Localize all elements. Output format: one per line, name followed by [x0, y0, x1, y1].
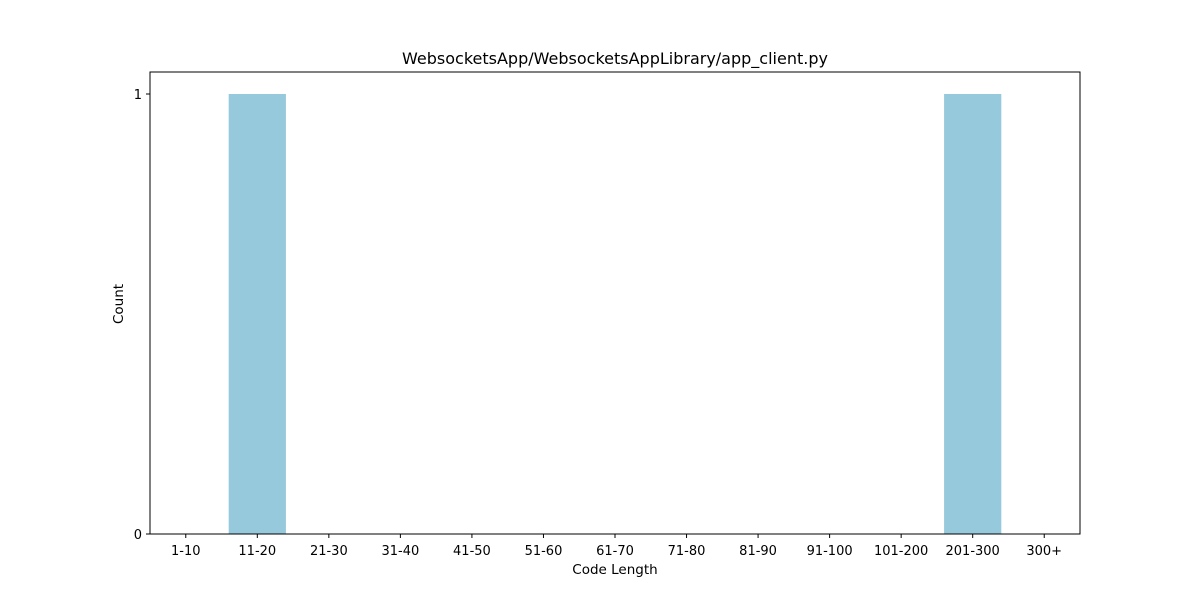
x-tick-label: 51-60: [525, 544, 563, 559]
x-tick-label: 201-300: [946, 544, 1000, 559]
x-tick-label: 101-200: [874, 544, 928, 559]
x-tick-label: 1-10: [171, 544, 201, 559]
y-tick-label: 0: [134, 528, 142, 543]
y-ticks-group: 01: [134, 88, 150, 543]
x-ticks-group: 1-10 11-20 21-30 31-40 41-50 51-60 61-70 71-80 8…: [171, 534, 1062, 559]
y-axis-label: Count: [111, 284, 127, 324]
x-tick-label: 31-40: [381, 544, 419, 559]
x-tick-label: 61-70: [596, 544, 634, 559]
x-axis-label: Code Length: [572, 562, 657, 578]
bar-201-300: [944, 94, 1002, 534]
chart-title: WebsocketsApp/WebsocketsAppLibrary/app_c…: [402, 49, 828, 69]
bars-group: [228, 94, 1002, 534]
y-tick-label: 1: [134, 88, 142, 103]
x-tick-label: 81-90: [739, 544, 777, 559]
x-tick-label: 41-50: [453, 544, 491, 559]
x-tick-label: 71-80: [668, 544, 706, 559]
x-tick-label: 11-20: [238, 544, 276, 559]
x-tick-label: 91-100: [807, 544, 853, 559]
x-tick-label: 21-30: [310, 544, 348, 559]
x-tick-label: 300+: [1026, 544, 1062, 559]
bar-11-20: [228, 94, 286, 534]
plot-frame: [149, 71, 1081, 535]
